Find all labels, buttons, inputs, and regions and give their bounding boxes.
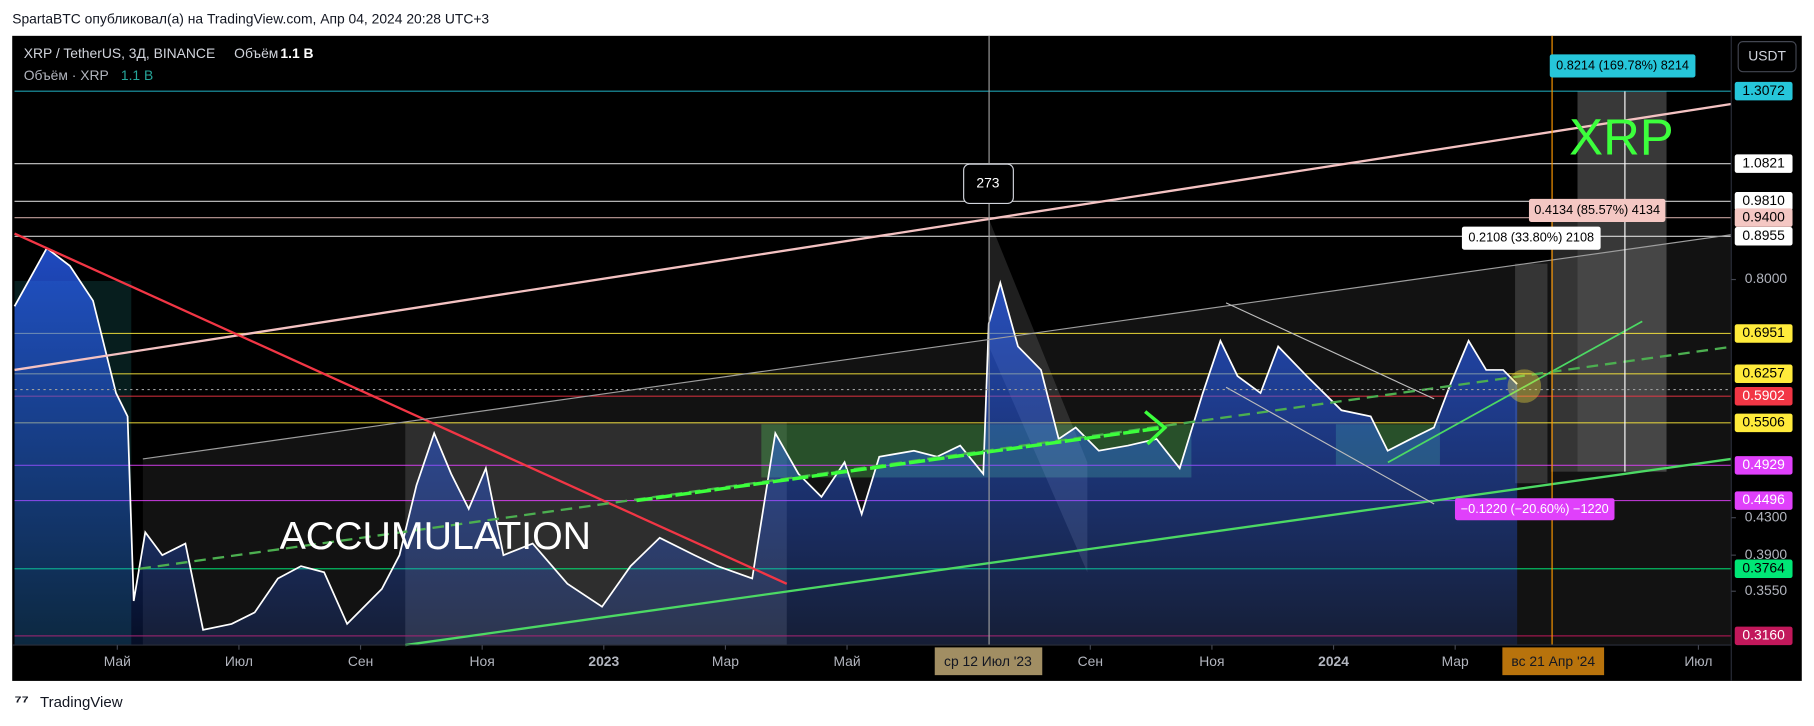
- level-label: 0.3764: [1742, 559, 1785, 575]
- trendline: [142, 234, 1732, 460]
- level-label-bg: [1734, 413, 1793, 433]
- level-label: 0.8955: [1742, 227, 1785, 243]
- indicator: Объём · XRP: [24, 67, 109, 83]
- level-label-bg: [1734, 227, 1793, 246]
- measure-label-bg: [1528, 198, 1666, 222]
- measure-label-bg: [1454, 498, 1615, 521]
- y-tick-label: 0.3550: [1745, 582, 1788, 598]
- price-line: [13, 246, 1518, 631]
- level-label: 0.5506: [1742, 414, 1785, 430]
- trendline: [1225, 302, 1435, 400]
- x-tick-label: Мар: [712, 653, 739, 669]
- level-label: 0.3160: [1742, 627, 1785, 643]
- trendline: [14, 102, 1732, 372]
- plot: [13, 246, 1518, 646]
- level-label-bg: [1734, 386, 1793, 406]
- arrow-head: [1144, 410, 1168, 446]
- y-tick-label: 0.4300: [1745, 508, 1788, 524]
- level-label-bg: [1734, 491, 1793, 510]
- volume-label: Объём: [234, 45, 278, 61]
- level-label-bg: [1734, 559, 1793, 579]
- brand-logo: ⁷⁷: [15, 691, 29, 711]
- x-tick-label: Июл: [1684, 653, 1712, 669]
- x-tick-label: Сен: [1078, 653, 1103, 669]
- y-tick-label: 0.3900: [1745, 546, 1788, 562]
- level-label-bg: [1734, 626, 1793, 646]
- level-label-bg: [1734, 456, 1793, 475]
- arrow: [636, 426, 1163, 503]
- level-label: 0.5902: [1742, 387, 1785, 403]
- level-label-bg: [1734, 192, 1793, 211]
- crosshair-date-bg: [934, 647, 1043, 676]
- volume-value: 1.1 B: [280, 45, 313, 61]
- trendlines: [14, 35, 1732, 647]
- measure-label: 0.4134 (85.57%) 4134: [1534, 202, 1660, 217]
- currency-button-label[interactable]: USDT: [1748, 47, 1786, 63]
- price-area: [14, 248, 1518, 646]
- level-label-bg: [1734, 154, 1793, 173]
- level-label: 0.6951: [1742, 324, 1785, 340]
- highlight: [1507, 369, 1542, 403]
- currency-button[interactable]: [1737, 41, 1797, 73]
- bars-count: 273: [976, 174, 999, 190]
- crosshair-date-bg: [1502, 647, 1605, 676]
- measure-label: 0.2108 (33.80%) 2108: [1468, 230, 1594, 245]
- trendline: [14, 232, 788, 585]
- trendline: [405, 457, 1732, 647]
- level-label: 0.6257: [1742, 364, 1785, 380]
- measure-box: [1577, 91, 1667, 472]
- x-tick-label: Май: [104, 653, 131, 669]
- accumulation-note: ACCUMULATION: [280, 514, 591, 558]
- indicator-value: 1.1 B: [121, 67, 153, 83]
- callout: [963, 163, 1014, 205]
- y-tick-label: 0.8000: [1745, 270, 1788, 286]
- trendline: [1225, 386, 1435, 505]
- symbol: XRP / TetherUS, 3Д, BINANCE: [24, 45, 215, 61]
- brand: TradingView: [40, 694, 123, 711]
- trendline: [1387, 320, 1643, 464]
- level-label-bg: [1734, 81, 1793, 101]
- x-tick-label: Май: [833, 653, 860, 669]
- measure-label-bg: [1549, 54, 1696, 78]
- level-label-bg: [1734, 324, 1793, 343]
- x-tick-label: Ноя: [470, 653, 495, 669]
- x-tick-label: Июл: [225, 653, 253, 669]
- measure-label: 0.8214 (169.78%) 8214: [1556, 57, 1689, 72]
- axes: 0.8000 0.4300 0.3900 0.3550 Май Июл Сен Ноя 2023…: [104, 82, 1793, 669]
- level-label-bg: [1734, 208, 1793, 227]
- x-tick-label: Ноя: [1199, 653, 1224, 669]
- level-label: 1.3072: [1742, 82, 1785, 98]
- x-tick-label: 2024: [1318, 653, 1349, 669]
- measure-label-bg: [1461, 226, 1601, 250]
- level-label-bg: [1734, 364, 1793, 384]
- measure-label: −0.1220 (−20.60%) −1220: [1461, 501, 1609, 516]
- measure-box: [1550, 217, 1578, 472]
- x-tick-label: 2023: [588, 653, 619, 669]
- x-tick-label: Сен: [348, 653, 373, 669]
- level-label: 0.4929: [1742, 456, 1785, 472]
- level-label: 0.9400: [1742, 208, 1785, 224]
- author-line: SpartaBTC опубликовал(а) на TradingView.…: [12, 10, 489, 26]
- level-label: 1.0821: [1742, 154, 1785, 170]
- crosshair-date: вс 21 Апр '24: [1511, 653, 1595, 669]
- x-tick-label: Мар: [1442, 653, 1469, 669]
- ticker-note: XRP: [1569, 108, 1674, 165]
- crosshair-date: ср 12 Июл '23: [944, 653, 1032, 669]
- level-label: 0.9810: [1742, 192, 1785, 208]
- level-label: 0.4496: [1742, 491, 1785, 507]
